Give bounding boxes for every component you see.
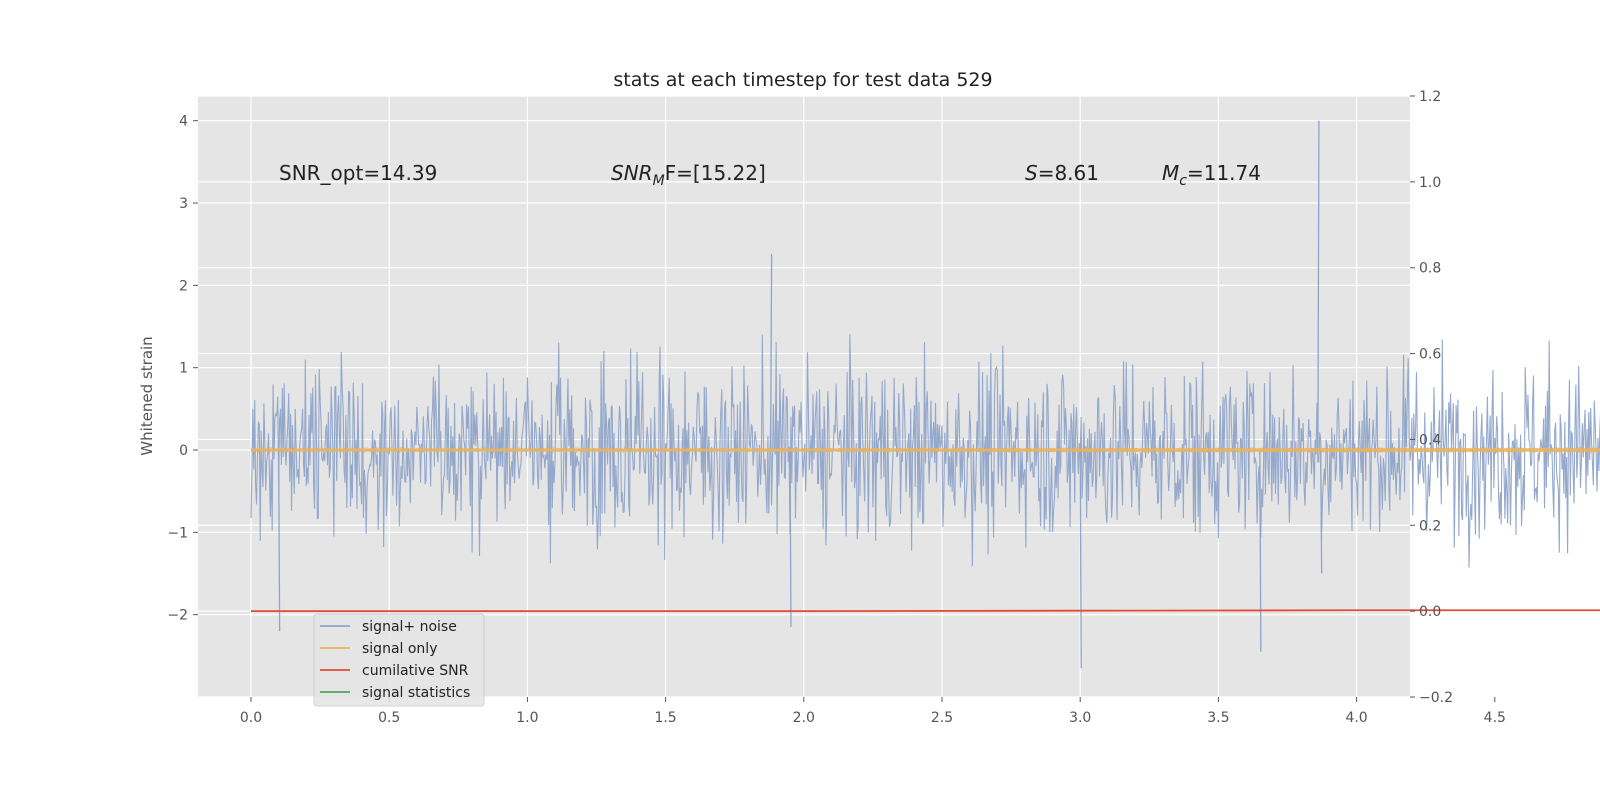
- x-tick-label: 1.0: [516, 710, 538, 726]
- y-tick-label: −1: [167, 525, 188, 541]
- x-tick-label: 4.0: [1345, 710, 1367, 726]
- x-tick-label: 3.0: [1069, 710, 1091, 726]
- y-tick-label: 4: [179, 114, 188, 130]
- legend: signal+ noise signal only cumilative SNR si…: [313, 613, 485, 707]
- signal-noise-spike: [1320, 450, 1323, 574]
- annotation-snr-mf: SNRMF=[15.22]: [611, 161, 766, 189]
- signal-noise-spike: [1317, 120, 1320, 451]
- y2-tick-label: 1.0: [1419, 175, 1441, 191]
- legend-box: [313, 613, 485, 707]
- annotation-snr-opt: SNR_opt=14.39: [279, 161, 437, 185]
- y2-tick-label: 0.8: [1419, 261, 1441, 277]
- snr-mf-main: SNR: [611, 161, 653, 185]
- signal-noise-spike: [277, 450, 281, 632]
- x-tick-label: 0.0: [240, 710, 262, 726]
- y2-tick-label: 0.2: [1419, 518, 1441, 534]
- y2-tick-label: 0.6: [1419, 347, 1441, 363]
- x-tick-label: 2.5: [931, 710, 953, 726]
- y2-tick-label: 0.4: [1419, 432, 1441, 448]
- x-tick-label: 1.5: [654, 710, 676, 726]
- legend-label-2: signal only: [362, 641, 437, 657]
- legend-label-3: cumilative SNR: [362, 663, 469, 679]
- signal-noise-spike: [1079, 450, 1082, 669]
- s-italic: S: [1025, 161, 1038, 185]
- signal-noise-spike: [769, 254, 773, 451]
- y-tick-label: 2: [179, 278, 188, 294]
- annotation-mc: Mc=11.74: [1162, 161, 1261, 189]
- y-tick-label: −2: [167, 608, 188, 624]
- x-tick-label: 2.0: [793, 710, 815, 726]
- signal-noise-line: [250, 334, 1600, 568]
- y-tick-label: 3: [179, 196, 188, 212]
- y-tick-label: 0: [179, 443, 188, 459]
- legend-label-1: signal+ noise: [362, 619, 457, 635]
- signal-noise-spike: [1259, 450, 1262, 652]
- snr-mf-sub: M: [653, 173, 665, 189]
- legend-label-4: signal statistics: [362, 685, 470, 701]
- x-tick-label: 0.5: [378, 710, 400, 726]
- annotation-s: S=8.61: [1025, 161, 1099, 185]
- x-tick-label: 4.5: [1484, 710, 1506, 726]
- mc-value: =11.74: [1187, 161, 1261, 185]
- y2-tick-label: 0.0: [1419, 604, 1441, 620]
- mc-sub: c: [1179, 173, 1187, 189]
- y-tick-label: 1: [179, 361, 188, 377]
- y2-tick-label: 1.2: [1419, 89, 1441, 105]
- y2-tick-label: −0.2: [1419, 690, 1453, 706]
- s-value: =8.61: [1038, 161, 1099, 185]
- signal-noise-spike: [789, 450, 792, 628]
- chart-title: stats at each timestep for test data 529: [613, 69, 992, 91]
- x-tick-label: 3.5: [1207, 710, 1229, 726]
- mc-italic: M: [1162, 161, 1179, 185]
- signal-only-line: [250, 446, 1600, 454]
- snr-mf-rest: F=[15.22]: [665, 161, 766, 185]
- y-axis-label: Whitened strain: [138, 336, 156, 455]
